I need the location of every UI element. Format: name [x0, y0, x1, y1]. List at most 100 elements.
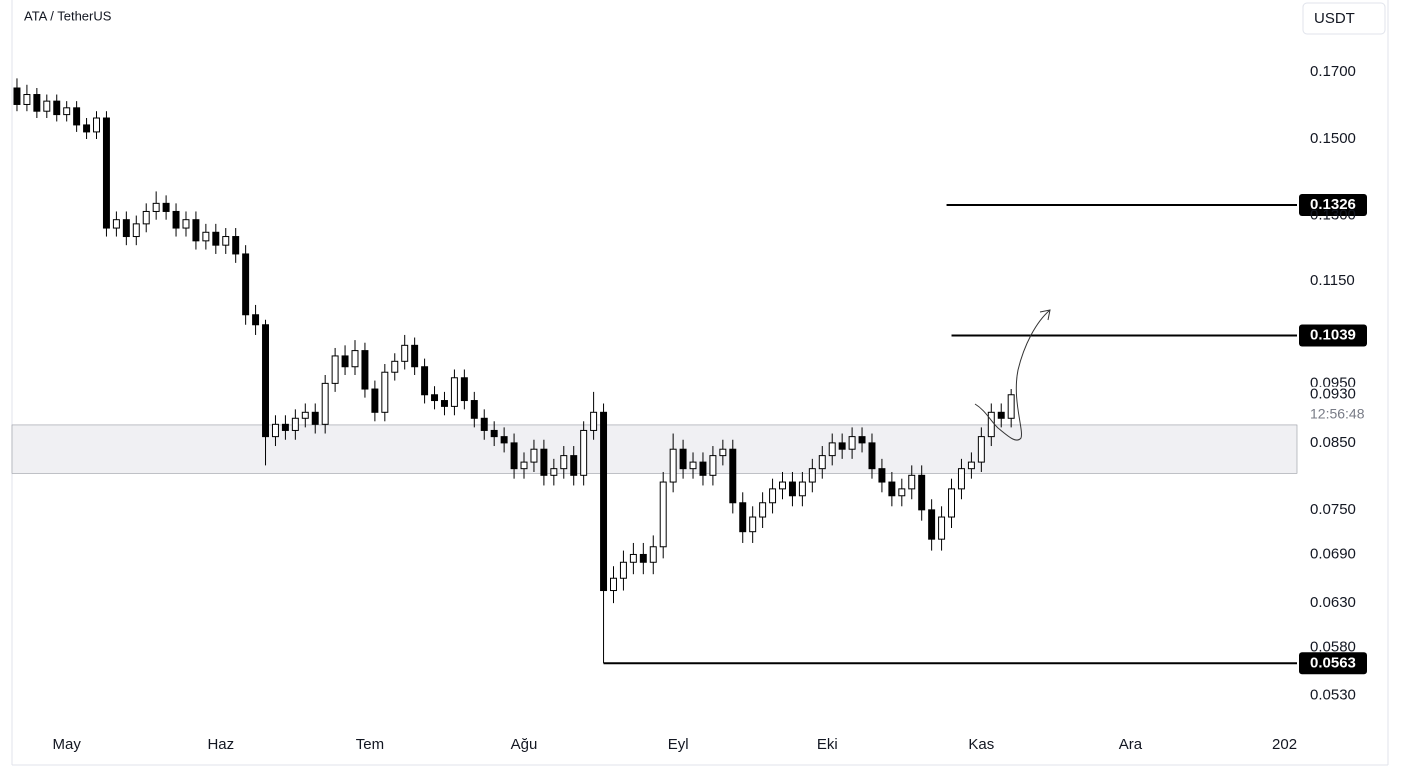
candle-body — [162, 202, 170, 212]
level-layer: 0.1326 0.1039 0.0563 — [603, 193, 1367, 675]
axis-layer: 0.17000.15000.13000.11500.09500.08500.07… — [53, 63, 1384, 753]
candle-body — [938, 516, 946, 540]
x-tick-label: Ağu — [511, 736, 538, 753]
candle-body — [321, 382, 329, 425]
candle-body — [172, 210, 180, 229]
candle-body — [600, 411, 608, 592]
candle-body — [222, 236, 230, 246]
candle-body — [152, 202, 160, 212]
y-tick-label: 0.0850 — [1310, 434, 1356, 451]
candle-body — [868, 442, 876, 470]
zone-layer — [11, 424, 1298, 474]
candle-body — [341, 355, 349, 368]
candle-body — [182, 219, 190, 229]
candle-body — [977, 436, 985, 463]
candle-body — [957, 468, 965, 490]
currency-box[interactable] — [1302, 2, 1386, 35]
candle-body — [898, 488, 906, 497]
candle-body — [788, 481, 796, 497]
y-tick-label: 0.1300 — [1310, 207, 1356, 224]
last-price-bg — [1299, 386, 1384, 421]
y-tick-label: 0.0630 — [1310, 594, 1356, 611]
symbol-title: ATA / TetherUS — [24, 8, 112, 23]
candle-body — [142, 210, 150, 225]
candle-body — [679, 448, 687, 470]
candle-body — [43, 100, 51, 112]
candle-body — [580, 429, 588, 476]
candle-body — [798, 481, 806, 497]
candle-body — [331, 355, 339, 384]
x-tick-label: May — [53, 736, 82, 753]
level-label-bg — [1299, 652, 1367, 675]
candle-body — [301, 411, 309, 419]
candle-body — [470, 400, 478, 419]
candle-body — [401, 344, 409, 362]
candle-body — [987, 411, 995, 438]
candle-body — [818, 455, 826, 470]
candle-body — [431, 394, 439, 402]
candle-body — [371, 388, 379, 413]
candle-body — [421, 366, 429, 396]
candle-body — [192, 219, 200, 242]
candle-body — [53, 100, 61, 116]
candle-body — [908, 474, 916, 490]
candle-body — [271, 423, 279, 438]
y-tick-label: 0.1700 — [1310, 63, 1356, 80]
x-tick-label: Haz — [207, 736, 234, 753]
level-label-bg — [1299, 193, 1367, 216]
candle-body — [699, 461, 707, 476]
candle-body — [252, 314, 260, 326]
candle-body — [102, 117, 110, 229]
candle-body — [13, 87, 21, 105]
x-tick-label: Eki — [817, 736, 838, 753]
y-tick-label: 0.0750 — [1310, 501, 1356, 518]
candle-body — [948, 488, 955, 518]
candle-body — [281, 423, 289, 431]
level-label-bg — [1299, 324, 1367, 347]
y-tick-label: 0.1150 — [1310, 272, 1355, 289]
candle-body — [739, 502, 747, 533]
candle-body — [560, 455, 568, 470]
candle-body — [510, 442, 518, 470]
drawn-arrowhead — [1039, 309, 1051, 321]
candle-body — [391, 360, 399, 373]
candle-body — [242, 253, 250, 316]
candle-body — [520, 461, 528, 470]
x-tick-label: Ara — [1119, 736, 1143, 753]
candle-body — [590, 411, 598, 431]
candle-body — [1007, 394, 1015, 419]
candle-body — [73, 107, 81, 126]
candle-body — [93, 117, 100, 133]
candle-body — [689, 461, 697, 470]
candle-body — [928, 509, 936, 540]
candle-body — [540, 448, 548, 476]
x-tick-label: Eyl — [668, 736, 689, 753]
candle-body — [779, 481, 786, 490]
candle-body — [202, 231, 210, 242]
candle-body — [808, 468, 816, 483]
candle-body — [669, 448, 677, 483]
y-tick-label: 0.1500 — [1310, 130, 1356, 147]
candle-body — [749, 516, 757, 533]
candle-body — [838, 442, 846, 450]
candle-body — [918, 474, 926, 511]
candle-body — [232, 236, 240, 255]
candle-body — [212, 231, 220, 246]
candle-body — [460, 377, 468, 402]
candle-body — [33, 94, 41, 112]
level-label: 0.1326 — [1310, 196, 1356, 213]
candle-body — [490, 429, 498, 438]
candle-body — [828, 442, 836, 457]
candle-body — [480, 417, 488, 431]
candle-body — [440, 400, 448, 407]
x-tick-label: 202 — [1272, 736, 1297, 753]
currency-label[interactable]: USDT — [1314, 10, 1355, 27]
candle-body — [361, 350, 369, 390]
candle-body — [83, 124, 91, 133]
candle-body — [500, 436, 508, 444]
candle-body — [530, 448, 538, 463]
candle-body — [878, 468, 886, 483]
candle-body — [719, 448, 727, 457]
y-tick-label: 0.0690 — [1310, 545, 1356, 562]
